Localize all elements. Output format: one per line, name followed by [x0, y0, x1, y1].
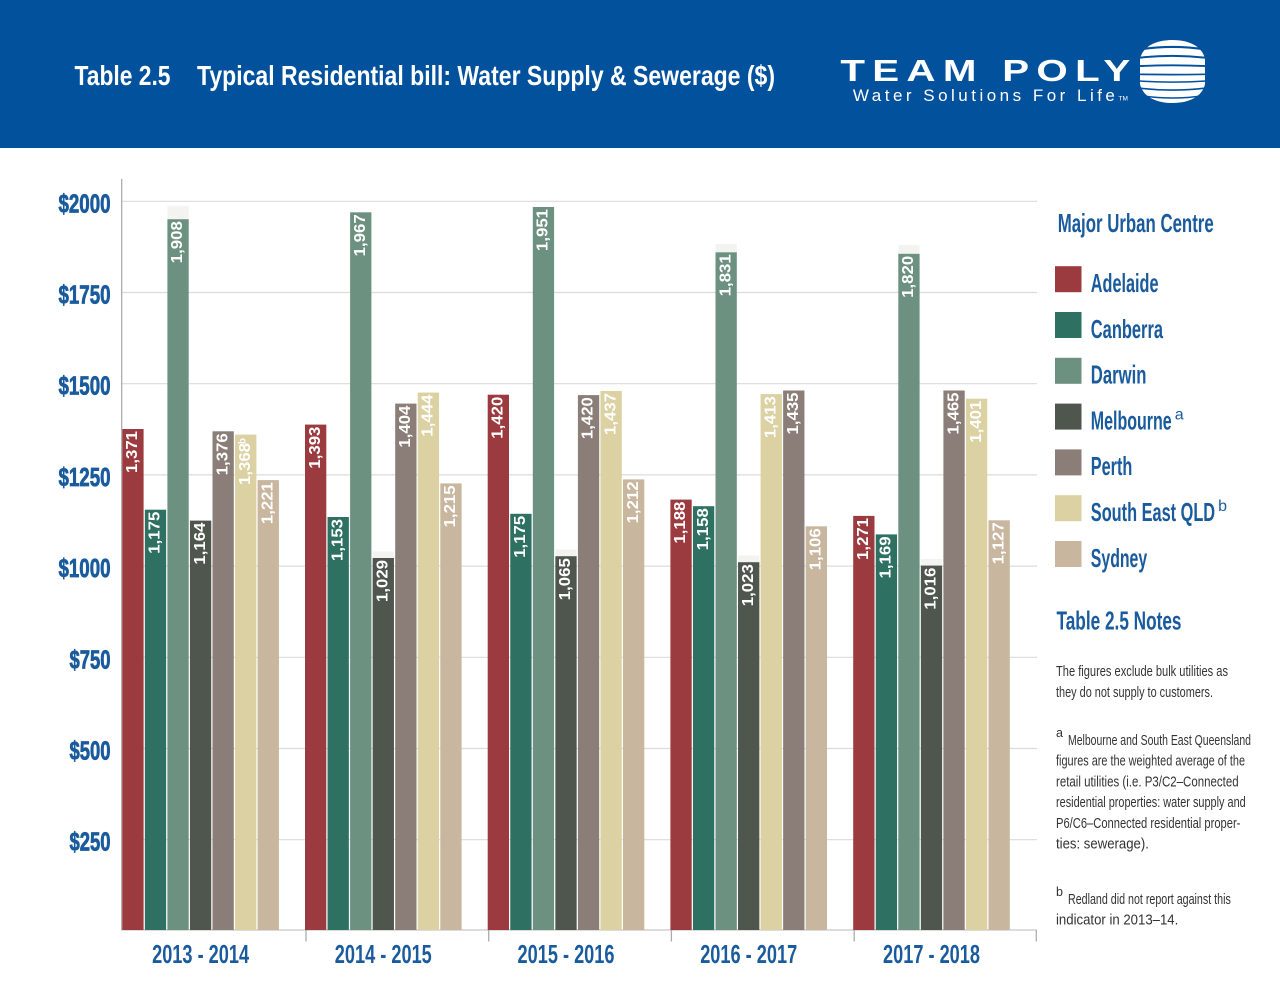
svg-text:retail utilities (i.e. P3/C2–: retail utilities (i.e. P3/C2–Connected [1056, 774, 1239, 790]
svg-text:1,106: 1,106 [808, 528, 825, 570]
svg-text:$500: $500 [70, 736, 111, 766]
svg-text:indicator in 2013–14.: indicator in 2013–14. [1056, 913, 1178, 929]
svg-text:a: a [1056, 726, 1063, 740]
svg-text:2017 - 2018: 2017 - 2018 [883, 939, 980, 969]
svg-text:1,169: 1,169 [878, 536, 895, 578]
svg-text:1,153: 1,153 [329, 519, 346, 561]
svg-text:1,271: 1,271 [855, 518, 872, 560]
svg-text:TM: TM [1119, 96, 1128, 103]
svg-text:1,820: 1,820 [900, 256, 917, 298]
svg-text:Major Urban Centre: Major Urban Centre [1058, 208, 1214, 238]
svg-text:1,371: 1,371 [124, 431, 141, 473]
svg-text:1,420: 1,420 [580, 397, 597, 439]
svg-text:$1250: $1250 [59, 462, 111, 492]
svg-text:b: b [1218, 498, 1227, 515]
svg-text:P6/C6–Connected residential pr: P6/C6–Connected residential proper- [1056, 816, 1241, 832]
svg-text:b: b [237, 438, 248, 444]
svg-text:residential properties: water: residential properties: water supply and [1056, 795, 1246, 811]
svg-text:1,831: 1,831 [717, 254, 734, 296]
svg-text:1,158: 1,158 [695, 508, 712, 550]
svg-text:1,465: 1,465 [945, 392, 962, 434]
svg-text:Water Solutions For Life: Water Solutions For Life [853, 86, 1116, 105]
svg-text:1,023: 1,023 [740, 564, 757, 606]
svg-text:1,437: 1,437 [602, 393, 619, 435]
svg-text:1,444: 1,444 [420, 395, 437, 437]
svg-text:1,127: 1,127 [990, 522, 1007, 564]
svg-text:Canberra: Canberra [1091, 314, 1164, 344]
svg-text:1,029: 1,029 [375, 560, 392, 602]
svg-text:1,967: 1,967 [352, 214, 369, 256]
svg-text:1,420: 1,420 [490, 397, 507, 439]
svg-text:The figures exclude bulk utili: The figures exclude bulk utilities as [1056, 664, 1228, 680]
svg-text:ties: sewerage).: ties: sewerage). [1056, 837, 1149, 853]
svg-text:1,215: 1,215 [442, 485, 459, 527]
svg-text:$1500: $1500 [59, 371, 111, 401]
svg-text:Perth: Perth [1091, 451, 1133, 481]
svg-text:1,212: 1,212 [625, 481, 642, 523]
svg-text:2015 - 2016: 2015 - 2016 [518, 939, 615, 969]
svg-text:1,164: 1,164 [192, 523, 209, 565]
svg-text:1,908: 1,908 [169, 221, 186, 263]
svg-text:1,016: 1,016 [923, 568, 940, 610]
svg-text:1,175: 1,175 [147, 512, 164, 554]
svg-text:Melbourne: Melbourne [1091, 405, 1172, 435]
svg-text:1,188: 1,188 [672, 502, 689, 544]
svg-text:Adelaide: Adelaide [1091, 268, 1159, 298]
svg-text:2013 - 2014: 2013 - 2014 [152, 939, 249, 969]
svg-text:1,951: 1,951 [535, 209, 552, 251]
svg-text:1,376: 1,376 [214, 433, 231, 475]
svg-text:1,175: 1,175 [512, 516, 529, 558]
svg-text:$750: $750 [70, 644, 111, 674]
svg-text:1,404: 1,404 [397, 406, 414, 448]
svg-text:Redland did not report against: Redland did not report against this [1068, 892, 1231, 908]
svg-text:$250: $250 [70, 827, 111, 857]
svg-text:TEAM POLY: TEAM POLY [840, 53, 1138, 88]
svg-text:$1000: $1000 [59, 553, 111, 583]
svg-text:$2000: $2000 [59, 188, 111, 218]
svg-text:they do not supply to customer: they do not supply to customers. [1056, 685, 1213, 701]
svg-text:a: a [1175, 406, 1184, 423]
svg-text:Table 2.5 Notes: Table 2.5 Notes [1057, 606, 1182, 636]
svg-text:1,413: 1,413 [762, 396, 779, 438]
svg-text:1,065: 1,065 [557, 558, 574, 600]
svg-text:$1750: $1750 [59, 280, 111, 310]
svg-text:1,221: 1,221 [259, 482, 276, 524]
svg-text:Sydney: Sydney [1091, 543, 1148, 573]
svg-text:1,435: 1,435 [785, 392, 802, 434]
svg-text:Darwin: Darwin [1091, 360, 1147, 390]
svg-text:2016 - 2017: 2016 - 2017 [700, 939, 797, 969]
svg-text:figures are the weighted avera: figures are the weighted average of the [1056, 754, 1245, 770]
svg-text:1,393: 1,393 [307, 427, 324, 469]
svg-text:1,368: 1,368 [237, 443, 254, 485]
svg-text:South East QLD: South East QLD [1091, 497, 1215, 527]
svg-text:Typical Residential bill: Wate: Typical Residential bill: Water Supply &… [197, 60, 775, 91]
svg-text:2014 - 2015: 2014 - 2015 [335, 939, 432, 969]
svg-text:b: b [1056, 885, 1063, 899]
svg-text:Melbourne and South East Queen: Melbourne and South East Queensland [1068, 733, 1251, 749]
svg-text:Table 2.5: Table 2.5 [75, 60, 171, 91]
svg-text:1,401: 1,401 [968, 401, 985, 443]
